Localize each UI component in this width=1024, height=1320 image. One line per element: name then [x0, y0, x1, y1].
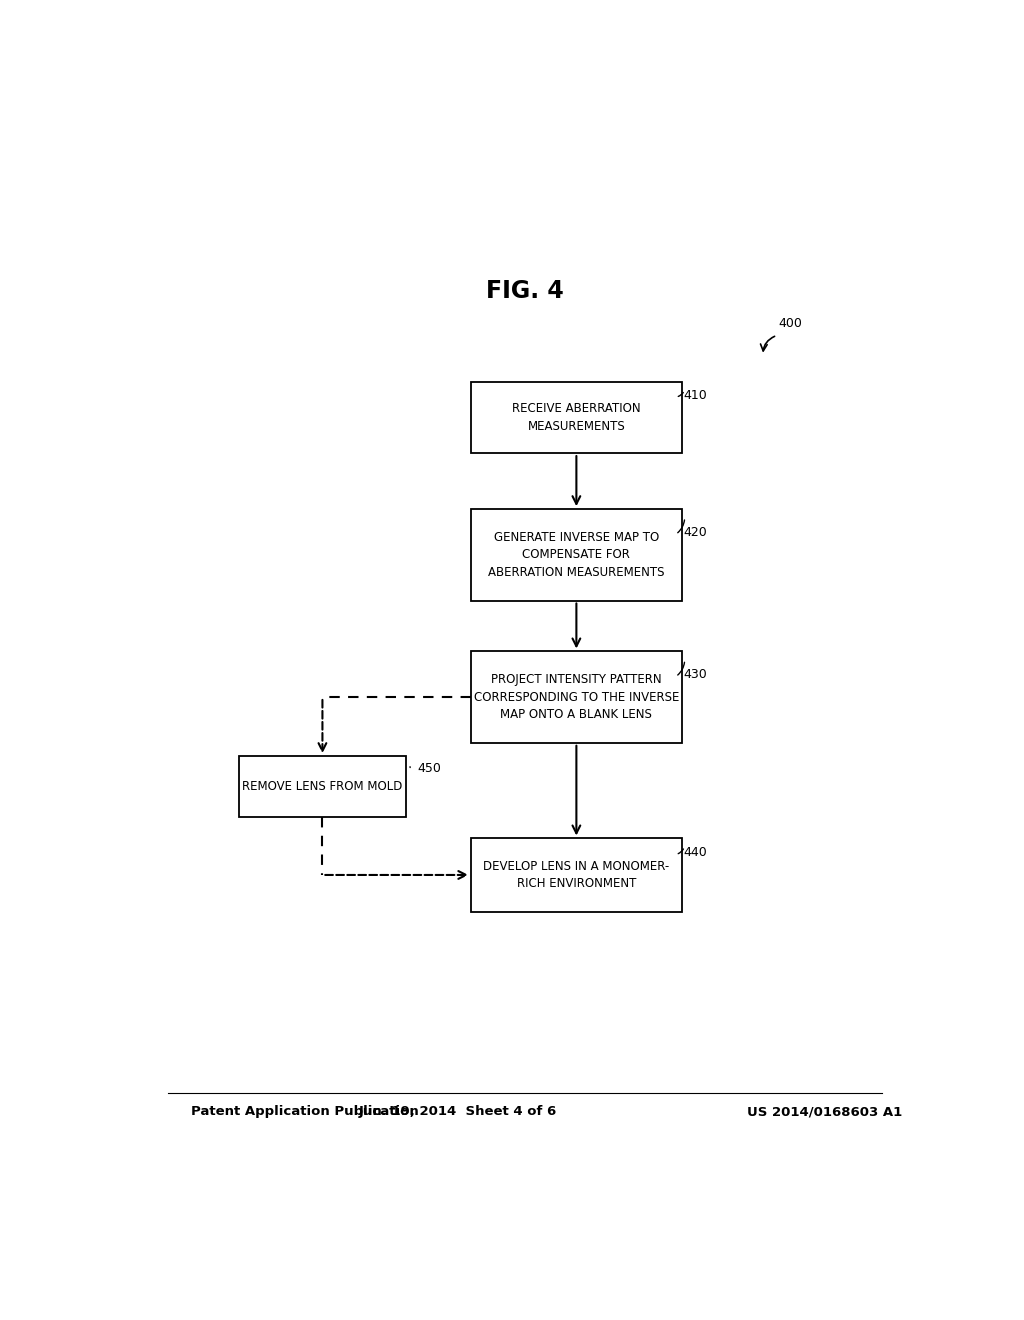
Text: Patent Application Publication: Patent Application Publication — [191, 1105, 419, 1118]
Text: US 2014/0168603 A1: US 2014/0168603 A1 — [748, 1105, 902, 1118]
Text: 410: 410 — [684, 388, 708, 401]
Text: REMOVE LENS FROM MOLD: REMOVE LENS FROM MOLD — [243, 780, 402, 793]
Text: Jun. 19, 2014  Sheet 4 of 6: Jun. 19, 2014 Sheet 4 of 6 — [358, 1105, 556, 1118]
Text: RECEIVE ABERRATION
MEASUREMENTS: RECEIVE ABERRATION MEASUREMENTS — [512, 403, 641, 433]
Bar — [240, 756, 406, 817]
Text: GENERATE INVERSE MAP TO
COMPENSATE FOR
ABERRATION MEASUREMENTS: GENERATE INVERSE MAP TO COMPENSATE FOR A… — [488, 531, 665, 578]
Bar — [471, 838, 682, 912]
Bar — [471, 651, 682, 743]
Text: 450: 450 — [418, 762, 441, 775]
Text: 420: 420 — [684, 525, 708, 539]
Bar — [471, 510, 682, 601]
Text: DEVELOP LENS IN A MONOMER-
RICH ENVIRONMENT: DEVELOP LENS IN A MONOMER- RICH ENVIRONM… — [483, 859, 670, 890]
Bar — [471, 381, 682, 453]
Text: 400: 400 — [778, 317, 803, 330]
Text: 430: 430 — [684, 668, 708, 681]
Text: FIG. 4: FIG. 4 — [486, 279, 563, 302]
Text: PROJECT INTENSITY PATTERN
CORRESPONDING TO THE INVERSE
MAP ONTO A BLANK LENS: PROJECT INTENSITY PATTERN CORRESPONDING … — [474, 673, 679, 721]
Text: 440: 440 — [684, 846, 708, 859]
